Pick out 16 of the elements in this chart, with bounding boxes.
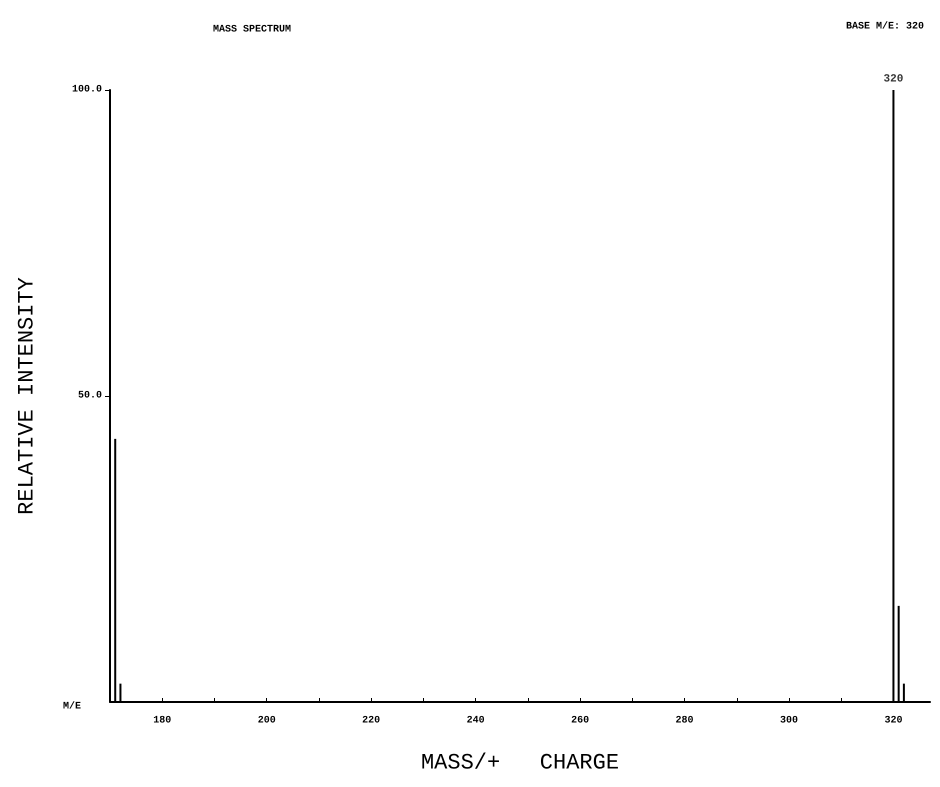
y-tick-label: 50.0 [78, 390, 102, 402]
y-axis-title: RELATIVE INTENSITY [14, 277, 40, 515]
x-tick-label: 180 [153, 716, 172, 726]
x-tick-label: 260 [571, 716, 590, 726]
x-tick-label: 220 [362, 716, 380, 726]
text: BASE M/E: 320 [846, 20, 924, 32]
x-tick-label: 300 [780, 716, 798, 726]
x-tick-label: 200 [258, 716, 276, 726]
chart-title: MASS SPECTRUM [213, 24, 292, 36]
x-tick-label: 240 [466, 716, 485, 726]
y-tick-label: 100.0 [72, 84, 102, 96]
x-tick-label: 320 [884, 716, 902, 726]
annotation: 320 [884, 74, 904, 86]
x-tick-label: 280 [676, 716, 694, 726]
text: M/E [63, 700, 82, 712]
x-axis-title: MASS/+ CHARGE [420, 750, 620, 776]
